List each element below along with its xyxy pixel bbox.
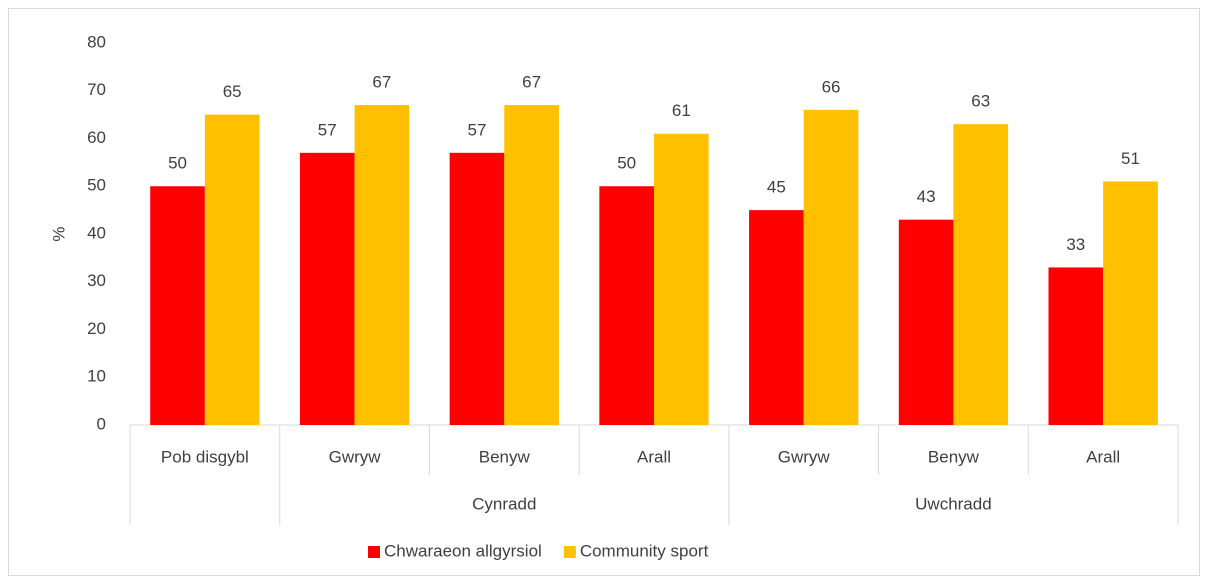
data-label: 57: [318, 120, 337, 139]
y-tick-label: 40: [87, 223, 106, 242]
bar: [504, 105, 559, 425]
x-tick-label: Arall: [1086, 447, 1120, 466]
y-tick-label: 30: [87, 271, 106, 290]
data-label: 66: [822, 77, 841, 96]
bar: [204, 114, 260, 425]
data-label: 51: [1121, 149, 1140, 168]
bar: [354, 105, 410, 425]
bar: [803, 109, 859, 425]
bar: [299, 152, 355, 425]
y-tick-label: 50: [87, 176, 106, 195]
x-tick-label: Gwryw: [329, 447, 382, 466]
y-tick-label: 10: [87, 367, 106, 386]
group-label: Cynradd: [472, 494, 536, 513]
x-tick-label: Gwryw: [778, 447, 831, 466]
y-tick-label: 0: [97, 414, 106, 433]
bar: [150, 186, 205, 425]
bar: [449, 152, 505, 425]
bar: [749, 210, 804, 425]
legend-label: Community sport: [580, 541, 709, 560]
data-label: 43: [917, 187, 936, 206]
legend-swatch: [563, 546, 576, 558]
x-tick-label: Benyw: [928, 447, 980, 466]
data-label: 65: [223, 82, 242, 101]
bar: [1103, 181, 1158, 425]
data-label: 61: [672, 101, 691, 120]
y-tick-label: 80: [87, 32, 106, 51]
data-label: 33: [1066, 235, 1085, 254]
y-axis-label: %: [49, 226, 68, 241]
y-tick-label: 60: [87, 128, 106, 147]
bar: [654, 133, 709, 425]
bar: [898, 219, 954, 425]
data-label: 67: [372, 73, 391, 92]
data-label: 45: [767, 178, 786, 197]
y-tick-label: 20: [87, 319, 106, 338]
x-tick-label: Arall: [637, 447, 671, 466]
bar: [1048, 267, 1104, 425]
group-label: Uwchradd: [915, 494, 992, 513]
data-label: 50: [168, 154, 187, 173]
bar: [599, 186, 654, 425]
data-label: 67: [522, 73, 541, 92]
legend-label: Chwaraeon allgyrsiol: [384, 541, 542, 560]
data-label: 57: [468, 120, 487, 139]
data-label: 63: [971, 92, 990, 111]
legend-swatch: [368, 546, 380, 558]
bar: [953, 124, 1009, 426]
y-tick-label: 70: [87, 80, 106, 99]
data-label: 50: [617, 154, 636, 173]
x-tick-label: Pob disgybl: [161, 447, 249, 466]
x-tick-label: Benyw: [479, 447, 531, 466]
